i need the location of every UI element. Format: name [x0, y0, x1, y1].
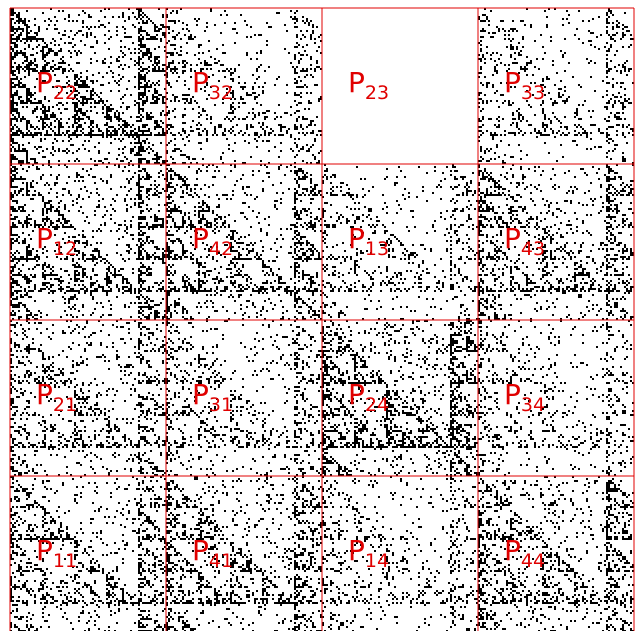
cell-label: P14: [348, 534, 389, 572]
label-subscript: 22: [53, 82, 77, 104]
label-subscript: 42: [209, 238, 233, 260]
label-subscript: 12: [53, 238, 77, 260]
label-base: P: [504, 534, 521, 567]
figure: P22P32P23P33P12P42P13P43P21P31P24P34P11P…: [0, 0, 635, 631]
cell-label: P22: [36, 66, 77, 104]
fractal-texture: [166, 8, 322, 164]
fractal-texture: [10, 164, 166, 320]
label-base: P: [504, 66, 521, 99]
label-base: P: [192, 222, 209, 255]
cell-label: P31: [192, 378, 233, 416]
label-base: P: [504, 222, 521, 255]
label-subscript: 14: [365, 550, 389, 572]
label-subscript: 34: [521, 394, 545, 416]
label-base: P: [36, 66, 53, 99]
fractal-texture: [166, 164, 322, 320]
label-base: P: [348, 534, 365, 567]
label-base: P: [348, 378, 365, 411]
cell-label: P42: [192, 222, 233, 260]
cell-label: P13: [348, 222, 389, 260]
fractal-texture: [478, 8, 634, 164]
fractal-texture: [478, 164, 634, 320]
label-base: P: [192, 534, 209, 567]
label-base: P: [36, 378, 53, 411]
fractal-texture: [478, 320, 634, 476]
label-subscript: 44: [521, 550, 545, 572]
label-subscript: 13: [365, 238, 389, 260]
label-subscript: 43: [521, 238, 545, 260]
fractal-texture: [166, 476, 322, 631]
label-subscript: 33: [521, 82, 545, 104]
label-subscript: 23: [365, 82, 389, 104]
label-base: P: [192, 378, 209, 411]
fractal-texture: [10, 8, 166, 164]
label-base: P: [192, 66, 209, 99]
label-base: P: [348, 66, 365, 99]
fractal-texture: [322, 320, 478, 476]
fractal-texture: [478, 476, 634, 631]
fractal-texture: [322, 476, 478, 631]
fractal-texture: [166, 320, 322, 476]
cell-label: P34: [504, 378, 545, 416]
label-base: P: [504, 378, 521, 411]
fractal-texture: [10, 320, 166, 476]
fractal-texture: [10, 476, 166, 631]
label-subscript: 32: [209, 82, 233, 104]
label-base: P: [36, 222, 53, 255]
cell-label: P32: [192, 66, 233, 104]
label-subscript: 24: [365, 394, 389, 416]
label-base: P: [348, 222, 365, 255]
label-subscript: 11: [53, 550, 77, 572]
label-subscript: 41: [209, 550, 233, 572]
label-subscript: 21: [53, 394, 77, 416]
label-subscript: 31: [209, 394, 233, 416]
label-base: P: [36, 534, 53, 567]
fractal-texture: [322, 164, 478, 320]
cell-label: P23: [348, 66, 389, 104]
